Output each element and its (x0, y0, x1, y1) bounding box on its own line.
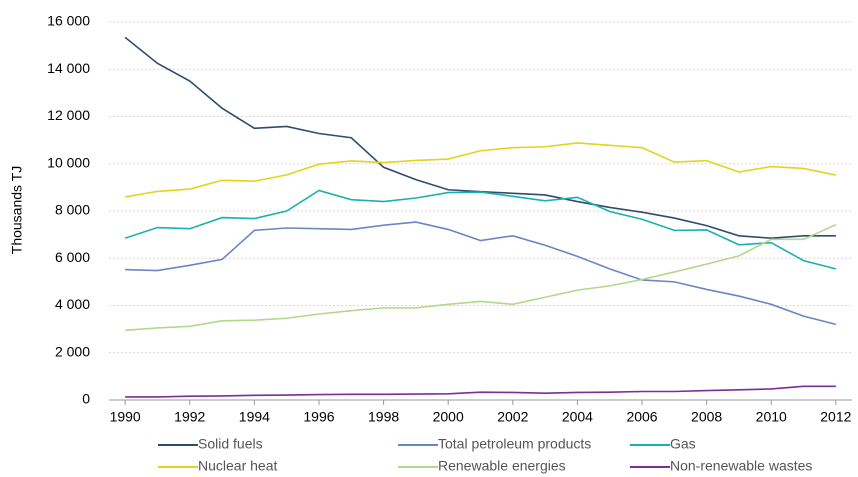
x-tick-label: 1996 (303, 409, 334, 425)
x-tick-label: 2008 (691, 409, 722, 425)
line-series (124, 189, 837, 270)
y-tick-label: 8 000 (55, 202, 90, 218)
line-series (124, 36, 836, 239)
x-tick-label: 2012 (820, 409, 851, 425)
y-tick-label: 10 000 (47, 154, 90, 170)
legend-label: Renewable energies (438, 458, 566, 474)
x-tick-label: 2000 (433, 409, 464, 425)
x-tick-label: 1998 (368, 409, 399, 425)
y-tick-label: 16 000 (47, 13, 90, 29)
x-tick-label: 1992 (174, 409, 205, 425)
line-series (125, 221, 837, 326)
legend-label: Non-renewable wastes (670, 458, 812, 474)
x-tick-label: 1990 (110, 409, 141, 425)
x-tick-label: 2006 (626, 409, 657, 425)
y-axis-label: Thousands TJ (9, 166, 25, 254)
line-series (125, 142, 837, 198)
x-tick-label: 1994 (239, 409, 270, 425)
y-tick-label: 14 000 (47, 60, 90, 76)
y-tick-label: 0 (82, 391, 90, 407)
legend-label: Gas (670, 436, 696, 452)
line-series (125, 223, 837, 332)
legend-label: Solid fuels (198, 436, 263, 452)
legend-label: Total petroleum products (438, 436, 591, 452)
y-tick-label: 6 000 (55, 249, 90, 265)
line-series (125, 385, 836, 398)
y-tick-label: 4 000 (55, 296, 90, 312)
x-tick-label: 2004 (562, 409, 593, 425)
x-tick-label: 2002 (497, 409, 528, 425)
y-tick-label: 12 000 (47, 107, 90, 123)
x-tick-label: 2010 (756, 409, 787, 425)
y-tick-label: 2 000 (55, 343, 90, 359)
legend-label: Nuclear heat (198, 458, 277, 474)
